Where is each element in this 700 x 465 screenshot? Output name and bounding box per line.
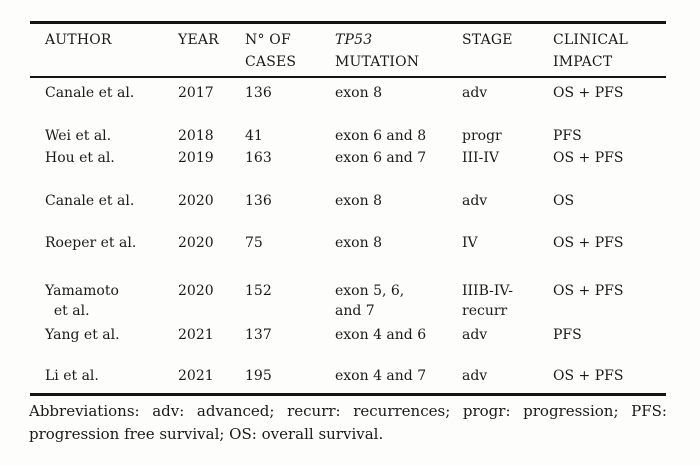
cell-mutation: exon 8 (335, 235, 382, 251)
table-row: Roeper et al. 2020 75 exon 8 IV OS + PFS (30, 231, 666, 273)
cell-impact: OS + PFS (553, 368, 624, 384)
cell-impact: OS + PFS (553, 150, 624, 166)
cell-year: 2021 (178, 327, 214, 343)
cell-cases: 136 (245, 85, 272, 101)
cell-year: 2019 (178, 150, 214, 166)
cell-year: 2017 (178, 85, 214, 101)
header-stage-label: STAGE (462, 32, 513, 48)
cell-mutation: exon 6 and 8 (335, 128, 427, 144)
header-author: AUTHOR (30, 29, 178, 76)
cell-mutation: exon 8 (335, 193, 382, 209)
cell-stage: IV (462, 235, 478, 251)
table-row: Canale et al. 2017 136 exon 8 adv OS + P… (30, 78, 666, 124)
table-row: Hou et al. 2019 163 exon 6 and 7 III-IV … (30, 148, 666, 189)
header-stage: STAGE (462, 29, 553, 76)
header-impact-label-line1: CLINICAL (553, 32, 629, 48)
cell-stage: III-IV (462, 150, 499, 166)
cell-cases: 41 (245, 128, 263, 144)
cell-cases: 137 (245, 327, 272, 343)
table-row: Li et al. 2021 195 exon 4 and 7 adv OS +… (30, 366, 666, 393)
cell-mutation: exon 8 (335, 85, 382, 101)
cell-mutation: exon 5, 6, and 7 (335, 283, 405, 319)
cell-year: 2020 (178, 283, 214, 299)
header-cases-label-line1: N° OF (245, 32, 291, 48)
header-author-label: AUTHOR (45, 32, 112, 48)
cell-author: Canale et al. (45, 85, 135, 101)
cell-mutation: exon 4 and 7 (335, 368, 427, 384)
cell-stage: progr (462, 128, 502, 144)
header-mutation-label: MUTATION (335, 54, 420, 70)
header-year: YEAR (178, 29, 245, 76)
table-header-row: AUTHOR YEAR N° OF CASES TP53 MUTATION ST… (30, 21, 666, 78)
cell-author: Wei et al. (45, 128, 112, 144)
table-row: Canale et al. 2020 136 exon 8 adv OS (30, 189, 666, 231)
cell-year: 2020 (178, 235, 214, 251)
table-row: Yamamoto et al. 2020 152 exon 5, 6, and … (30, 273, 666, 325)
cell-mutation: exon 6 and 7 (335, 150, 427, 166)
cell-cases: 75 (245, 235, 263, 251)
cell-author: Canale et al. (45, 193, 135, 209)
cell-year: 2021 (178, 368, 214, 384)
cell-mutation: exon 4 and 6 (335, 327, 427, 343)
cell-stage: adv (462, 85, 488, 101)
cell-author: Roeper et al. (45, 235, 137, 251)
table-row: Wei et al. 2018 41 exon 6 and 8 progr PF… (30, 124, 666, 148)
table-body: Canale et al. 2017 136 exon 8 adv OS + P… (30, 78, 666, 396)
cell-cases: 136 (245, 193, 272, 209)
cell-stage: adv (462, 368, 488, 384)
header-mutation-gene-label: TP53 (335, 32, 373, 48)
abbreviations-line1: Abbreviations: adv: advanced; recurr: re… (29, 402, 667, 420)
cell-impact: OS + PFS (553, 235, 624, 251)
cell-impact: OS (553, 193, 575, 209)
table-row: Yang et al. 2021 137 exon 4 and 6 adv PF… (30, 325, 666, 366)
cell-author: Yamamoto et al. (45, 283, 119, 319)
header-impact: CLINICAL IMPACT (553, 29, 666, 76)
header-impact-label-line2: IMPACT (553, 54, 613, 70)
header-cases: N° OF CASES (245, 29, 335, 76)
header-year-label: YEAR (178, 32, 219, 48)
cell-cases: 152 (245, 283, 272, 299)
cell-author: Li et al. (45, 368, 99, 384)
cell-author: Hou et al. (45, 150, 115, 166)
cell-cases: 195 (245, 368, 272, 384)
cell-stage: adv (462, 327, 488, 343)
cell-year: 2018 (178, 128, 214, 144)
cell-impact: PFS (553, 327, 582, 343)
cell-year: 2020 (178, 193, 214, 209)
cell-stage: adv (462, 193, 488, 209)
cell-impact: OS + PFS (553, 283, 624, 299)
cell-cases: 163 (245, 150, 272, 166)
cell-stage: IIIB-IV- recurr (462, 283, 513, 319)
cell-impact: OS + PFS (553, 85, 624, 101)
study-table: AUTHOR YEAR N° OF CASES TP53 MUTATION ST… (30, 21, 666, 396)
abbreviations-line2: progression free survival; OS: overall s… (29, 424, 384, 443)
cell-author: Yang et al. (45, 327, 120, 343)
abbreviations-note: Abbreviations: adv: advanced; recurr: re… (29, 400, 667, 445)
header-mutation: TP53 MUTATION (335, 29, 462, 76)
header-cases-label-line2: CASES (245, 54, 297, 70)
cell-impact: PFS (553, 128, 582, 144)
